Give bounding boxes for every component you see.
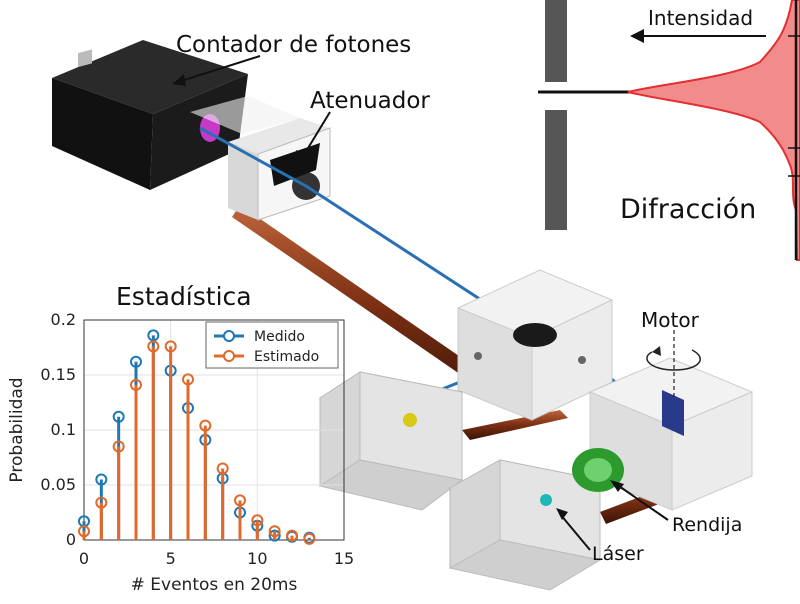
open-box-left <box>318 371 464 511</box>
attenuator-cube <box>190 96 331 221</box>
arrow-icon <box>177 55 261 83</box>
x-tick-label: 5 <box>166 549 176 568</box>
stem-marker <box>303 532 316 545</box>
y-tick-label: 0 <box>66 530 76 549</box>
x-axis-label: # Eventos en 20ms <box>131 575 298 595</box>
slit-bar-bottom <box>545 110 567 230</box>
intensity-curve <box>627 0 800 261</box>
stem-marker <box>130 378 142 391</box>
stem-marker <box>147 329 160 342</box>
y-tick-label: 0.05 <box>40 475 76 494</box>
legend-label: Estimado <box>254 349 319 365</box>
legend-marker <box>223 350 235 362</box>
stem-marker <box>251 514 264 527</box>
chart-canvas: 0 5 10 15 0 0.05 0.1 0.15 0.2 Medido Estimado # E… <box>7 310 354 595</box>
led-source <box>403 413 417 427</box>
rotation-arrow-icon <box>646 349 701 371</box>
chart-series <box>78 329 316 545</box>
stem-marker <box>95 473 108 486</box>
stem-marker <box>286 529 298 542</box>
chart-legend: Medido Estimado <box>205 321 339 369</box>
x-tick-label: 10 <box>247 549 267 568</box>
label-motor: Motor <box>641 308 699 332</box>
chart-axes: 0 5 10 15 0 0.05 0.1 0.15 0.2 <box>40 310 354 568</box>
cage-cube-center <box>456 269 614 421</box>
legend-marker <box>223 330 235 342</box>
stem-marker <box>164 340 177 353</box>
chart-title: Estadística <box>116 282 252 311</box>
plot-frame <box>83 319 345 541</box>
label-attenuator: Atenuador <box>310 88 430 114</box>
stem-marker <box>268 529 281 542</box>
label-photon-counter: Contador de fotones <box>176 32 412 58</box>
label-diffraction: Difracción <box>620 194 757 225</box>
motor-blade <box>662 390 684 436</box>
stem-marker <box>268 525 281 538</box>
x-tick-label: 0 <box>79 549 89 568</box>
label-intensity: Intensidad <box>648 6 754 30</box>
arrow-icon <box>615 483 669 521</box>
label-laser: Láser <box>592 543 644 565</box>
laser-source <box>540 494 552 506</box>
stem-marker <box>112 440 125 453</box>
arrow-icon <box>301 111 331 159</box>
series-estimado <box>78 340 316 545</box>
stem-marker <box>199 419 212 432</box>
label-slit: Rendija <box>672 514 743 536</box>
stem-marker <box>130 355 142 368</box>
arrow-icon <box>559 513 591 551</box>
y-tick-label: 0.15 <box>40 365 76 384</box>
statistics-chart: 0 5 10 15 0 0.05 0.1 0.15 0.2 Medido Estimado # E… <box>0 270 370 600</box>
stem-marker <box>95 496 108 509</box>
pointer-arrows <box>172 55 669 551</box>
diffraction-inset <box>538 0 800 261</box>
stem-marker <box>234 494 246 507</box>
stem-marker <box>112 410 125 423</box>
legend-label: Medido <box>254 329 305 345</box>
stem-marker <box>216 462 229 475</box>
stem-marker <box>78 525 90 538</box>
stem-marker <box>147 340 160 353</box>
open-box-laser <box>448 459 602 591</box>
y-tick-label: 0.1 <box>51 420 76 439</box>
y-tick-label: 0.2 <box>51 310 76 329</box>
x-tick-label: 15 <box>334 549 354 568</box>
slit-bar-top <box>545 0 567 82</box>
stem-marker <box>182 373 194 386</box>
y-axis-label: Probabilidad <box>7 377 27 482</box>
